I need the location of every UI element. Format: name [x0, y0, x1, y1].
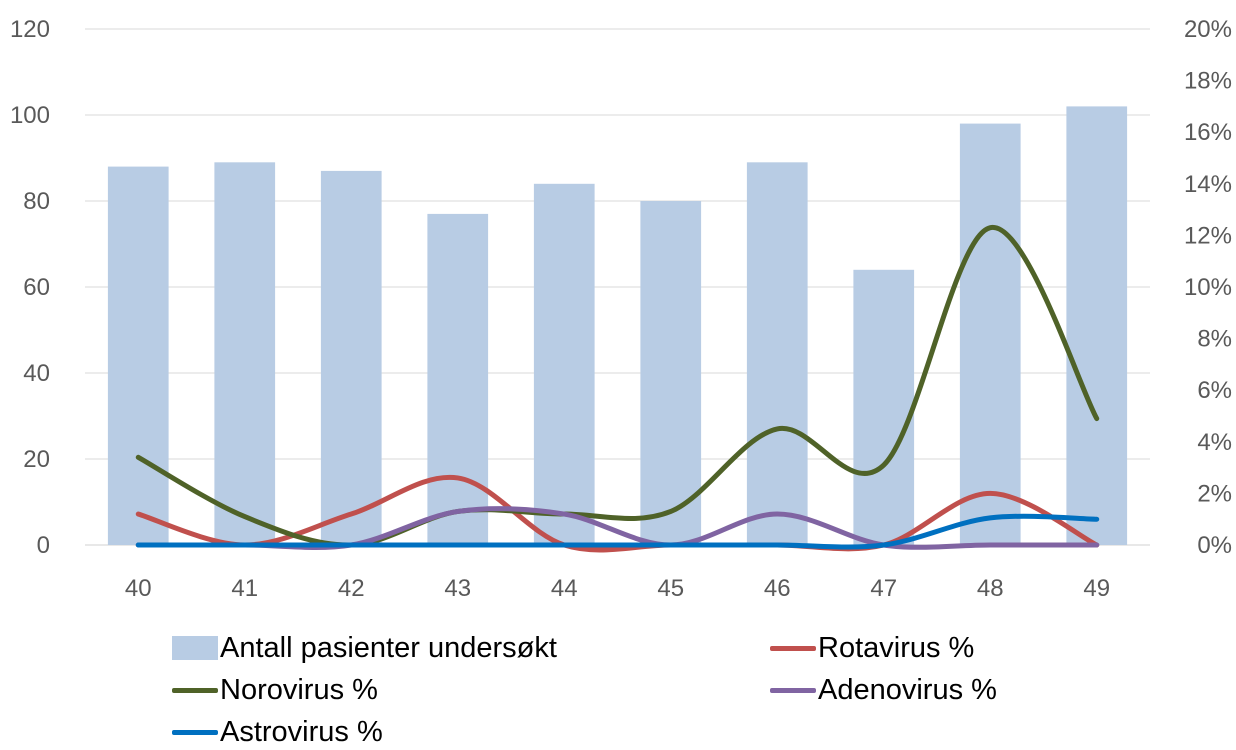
legend-item-rotavirus: Rotavirus % [770, 630, 974, 666]
bar [107, 166, 169, 545]
right-tick-label: 0% [1197, 532, 1232, 559]
left-tick-label: 0 [37, 532, 50, 559]
x-tick-label: 45 [657, 575, 684, 600]
legend-item-astrovirus: Astrovirus % [172, 714, 383, 750]
right-tick-label: 10% [1184, 274, 1232, 301]
x-tick-label: 41 [231, 575, 258, 600]
line-rotavirus [135, 474, 1100, 553]
x-tick-label: 43 [444, 575, 471, 600]
right-tick-label: 4% [1197, 429, 1232, 456]
right-tick-label: 20% [1184, 16, 1232, 43]
legend-label: Antall pasienter undersøkt [220, 631, 557, 664]
line-astrovirus [135, 513, 1100, 550]
left-tick-label: 120 [10, 16, 50, 43]
bar [427, 213, 489, 545]
legend-item-norovirus: Norovirus % [172, 672, 378, 708]
x-tick-label: 42 [338, 575, 365, 600]
legend-swatch [172, 729, 218, 735]
bar [853, 269, 915, 545]
right-tick-label: 8% [1197, 326, 1232, 353]
right-tick-label: 18% [1184, 68, 1232, 95]
legend-item-adenovirus: Adenovirus % [770, 672, 997, 708]
bar-series [107, 106, 1128, 546]
legend-item-bar: Antall pasienter undersøkt [172, 630, 557, 666]
legend-label: Rotavirus % [818, 631, 975, 664]
bar [214, 162, 276, 546]
legend-label: Adenovirus % [818, 673, 997, 706]
x-axis-ticks: 40 41 42 43 44 45 46 47 48 49 [125, 575, 1110, 600]
bar [533, 183, 595, 546]
bar [746, 162, 808, 546]
left-tick-label: 80 [23, 188, 50, 215]
legend-swatch [770, 645, 816, 651]
bar [959, 123, 1021, 545]
right-tick-label: 6% [1197, 377, 1232, 404]
left-tick-label: 60 [23, 274, 50, 301]
x-tick-label: 44 [551, 575, 578, 600]
bar [640, 201, 702, 545]
legend-label: Astrovirus % [220, 715, 383, 748]
bar [320, 170, 382, 545]
x-tick-label: 46 [764, 575, 791, 600]
right-axis-ticks: 0% 2% 4% 6% 8% 10% 12% 14% 16% 18% 20% [1184, 16, 1232, 559]
line-norovirus [135, 225, 1100, 548]
x-tick-label: 47 [870, 575, 897, 600]
right-tick-label: 2% [1197, 480, 1232, 507]
x-tick-label: 48 [977, 575, 1004, 600]
legend-swatch [172, 636, 218, 660]
right-tick-label: 12% [1184, 222, 1232, 249]
x-tick-label: 40 [125, 575, 152, 600]
left-tick-label: 100 [10, 102, 50, 129]
right-tick-label: 14% [1184, 171, 1232, 198]
x-tick-label: 49 [1083, 575, 1110, 600]
legend-label: Norovirus % [220, 673, 378, 706]
combo-chart: 0 20 40 60 80 100 120 0% 2% 4% 6% 8% 10% 12% 14% 16% 18… [10, 16, 1232, 600]
legend-swatch [172, 687, 218, 693]
line-series [135, 225, 1100, 553]
legend: Antall pasienter undersøkt Rotavirus % N… [0, 620, 1236, 750]
left-axis-ticks: 0 20 40 60 80 100 120 [10, 16, 50, 559]
left-tick-label: 40 [23, 360, 50, 387]
legend-swatch [770, 687, 816, 693]
left-tick-label: 20 [23, 446, 50, 473]
bar [1066, 106, 1128, 546]
right-tick-label: 16% [1184, 119, 1232, 146]
